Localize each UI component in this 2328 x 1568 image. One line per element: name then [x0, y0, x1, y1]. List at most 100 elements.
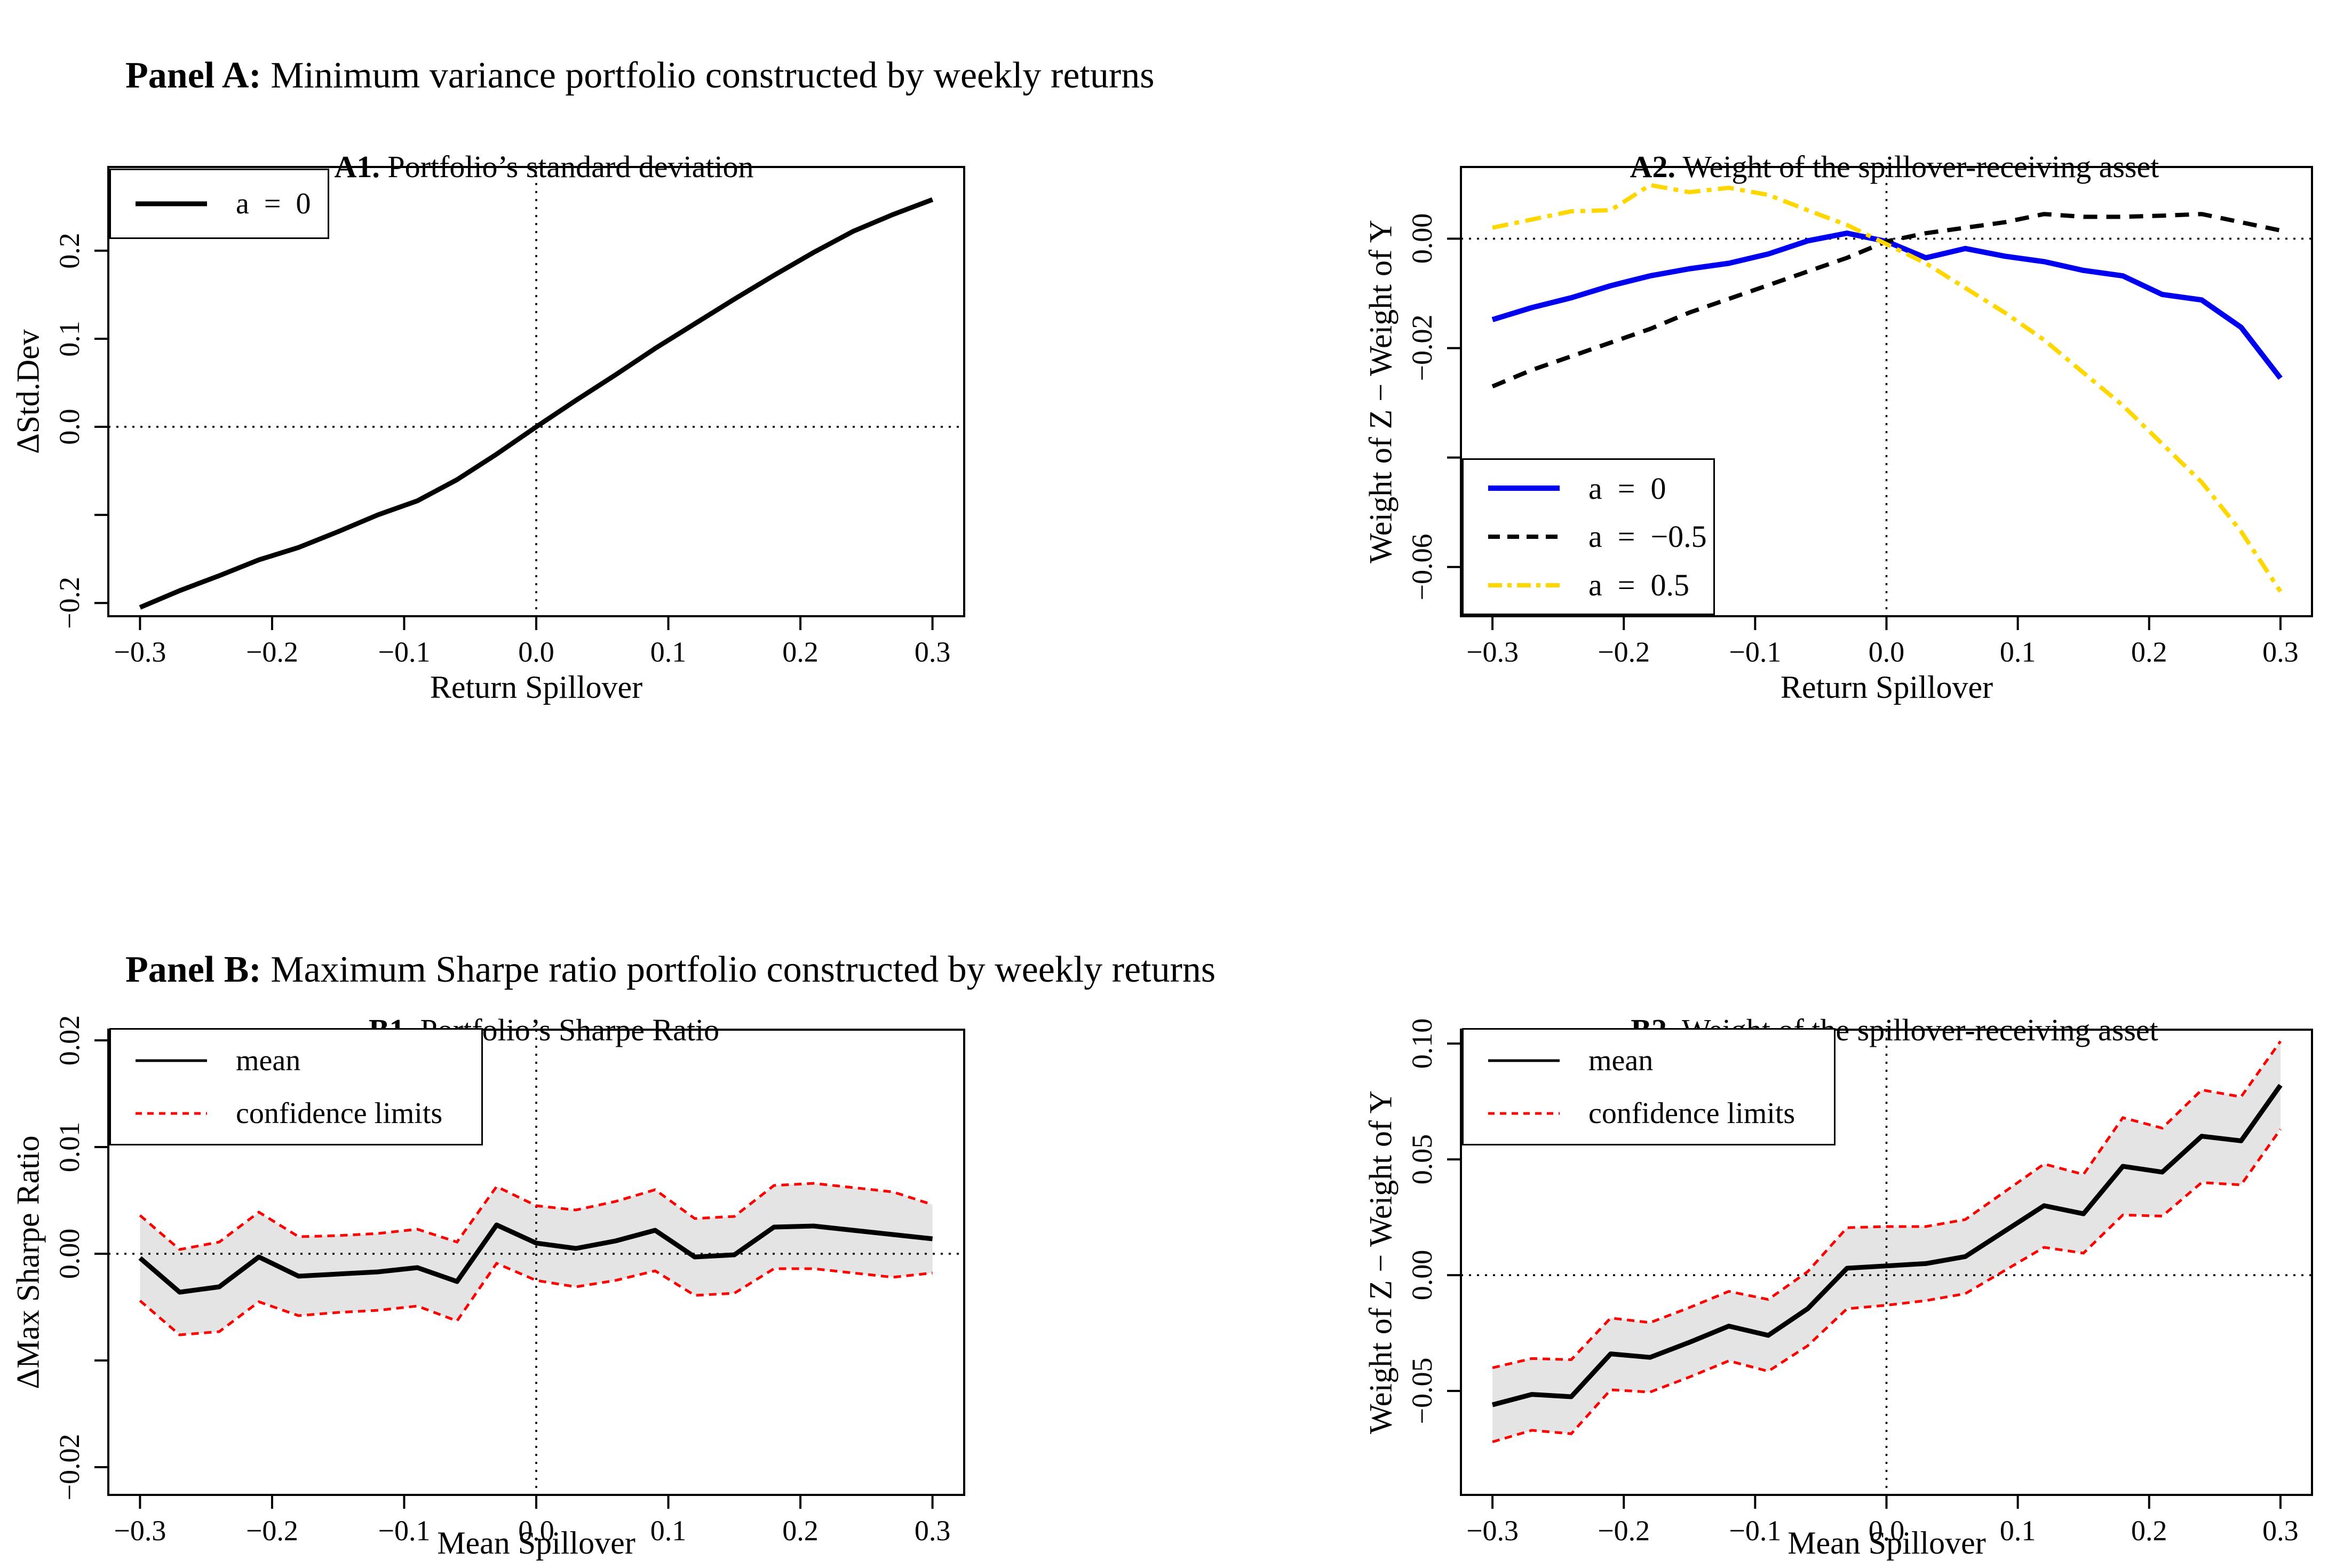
b1-y-tick-label: 0.01 [53, 1121, 85, 1173]
b1-x-tick-label: −0.1 [378, 1515, 431, 1547]
legend-a2-label: a = 0 [1588, 471, 1666, 506]
a2-y-tick-label: 0.00 [1406, 213, 1438, 264]
legend-b2-line-sample-icon [1488, 1059, 1560, 1062]
b1-y-tick-label: 0.02 [53, 1015, 85, 1066]
b1-x-tick-label: 0.2 [782, 1515, 819, 1547]
a1-x-tick-label: −0.2 [245, 636, 298, 668]
b1-x-tick-label: 0.3 [914, 1515, 951, 1547]
b2-confidence-lower-line [1492, 1128, 2282, 1444]
a1-y-tick-label: 0.1 [53, 321, 85, 357]
legend-a2-line-sample-icon [1488, 534, 1560, 539]
b2-x-tick-label: 0.0 [1868, 1515, 1905, 1547]
b2-x-tick-label: −0.3 [1466, 1515, 1519, 1547]
panel-a-header: Panel A: Minimum variance portfolio cons… [107, 12, 1154, 97]
legend-b1-label: mean [236, 1044, 301, 1077]
a2-series-0-line [1491, 230, 2283, 380]
chart-b1-x-axis-label: Mean Spillover [437, 1525, 635, 1561]
legend-a2-line-sample-icon [1488, 485, 1560, 491]
a2-series-1-line [1491, 212, 2281, 388]
legend-b1-item-1: confidence limits [131, 1096, 476, 1131]
panel-a-title: Minimum variance portfolio constructed b… [261, 55, 1155, 96]
legend-a1-label: a = 0 [236, 187, 311, 220]
legend-a2-line-sample-icon [1488, 583, 1560, 587]
legend-b1-item-0: mean [131, 1044, 476, 1078]
panel-b-label: Panel B: [125, 949, 261, 990]
a1-x-tick-label: 0.0 [518, 636, 554, 668]
chart-a1-title-text: Portfolio’s standard deviation [379, 149, 754, 184]
chart-a1-y-axis-label: ΔStd.Dev [10, 329, 46, 454]
panel-b-title: Maximum Sharpe ratio portfolio construct… [261, 949, 1216, 990]
chart-a2-y-axis-label: Weight of Z − Weight of Y [1363, 219, 1399, 564]
chart-b2-x-axis-label: Mean Spillover [1787, 1525, 1986, 1561]
legend-a2-label: a = −0.5 [1588, 519, 1707, 554]
b2-x-tick-label: −0.1 [1729, 1515, 1782, 1547]
chart-a2-title: A2. Weight of the spillover-receiving as… [1615, 113, 2159, 185]
a1-x-tick-label: 0.2 [782, 636, 819, 668]
legend-a2-label: a = 0.5 [1588, 568, 1689, 603]
b2-x-tick-label: 0.1 [1999, 1515, 2036, 1547]
legend-b2-label: mean [1588, 1044, 1654, 1077]
legend-b2-label: confidence limits [1588, 1096, 1795, 1130]
a2-x-tick-label: 0.1 [1999, 636, 2036, 668]
legend-b2-line-sample-icon [1488, 1112, 1560, 1115]
chart-b2-y-axis-label: Weight of Z − Weight of Y [1363, 1090, 1399, 1435]
chart-a1-title: A1. Portfolio’s standard deviation [319, 113, 753, 185]
a1-x-tick-label: 0.1 [650, 636, 687, 668]
b2-x-tick-label: −0.2 [1598, 1515, 1650, 1547]
legend-b1-label: confidence limits [236, 1096, 443, 1130]
chart-b1-y-axis-label: ΔMax Sharpe Ratio [10, 1135, 46, 1389]
legend-a2-item-2: a = 0.5 [1484, 567, 1708, 603]
b2-y-tick-label: −0.05 [1406, 1357, 1438, 1424]
legend-b2: mean confidence limits [1462, 1028, 1836, 1145]
a2-series-2-line [1492, 182, 2283, 593]
b1-confidence-upper-line [139, 1182, 933, 1251]
legend-a2-item-1: a = −0.5 [1484, 519, 1708, 554]
a1-x-tick-label: −0.3 [114, 636, 166, 668]
legend-b1-line-sample-icon [136, 1059, 207, 1062]
legend-a2-item-0: a = 0 [1484, 471, 1708, 506]
b2-x-tick-label: 0.3 [2262, 1515, 2299, 1547]
chart-a2-title-text: Weight of the spillover-receiving asset [1675, 149, 2159, 184]
b1-y-tick-label: −0.02 [53, 1434, 85, 1501]
chart-a2-x-axis-label: Return Spillover [1780, 670, 1993, 705]
b1-confidence-band [140, 1183, 933, 1335]
b1-y-tick-label: 0.00 [53, 1228, 85, 1279]
legend-b2-item-0: mean [1484, 1044, 1829, 1078]
panel-a-label: Panel A: [125, 55, 261, 96]
a1-x-tick-label: 0.3 [914, 636, 951, 668]
a2-x-tick-label: −0.2 [1598, 636, 1650, 668]
b2-confidence-upper-line [1492, 1040, 2282, 1370]
legend-a1-line-sample-icon [136, 201, 207, 206]
chart-a2-title-number: A2. [1630, 149, 1676, 184]
legend-a1-item-0: a = 0 [131, 187, 322, 221]
a2-x-tick-label: −0.3 [1466, 636, 1519, 668]
chart-a1-title-number: A1. [334, 149, 380, 184]
b1-x-tick-label: −0.3 [114, 1515, 166, 1547]
chart-a1-x-axis-label: Return Spillover [430, 670, 643, 705]
legend-b1-line-sample-icon [136, 1112, 207, 1115]
legend-a1: a = 0 [109, 169, 329, 239]
legend-b1: mean confidence limits [109, 1028, 483, 1145]
a2-y-tick-label: −0.06 [1406, 534, 1438, 601]
b2-x-tick-label: 0.2 [2131, 1515, 2167, 1547]
a1-y-tick-label: 0.2 [53, 233, 85, 269]
b1-confidence-lower-line [139, 1261, 933, 1336]
legend-b2-item-1: confidence limits [1484, 1096, 1829, 1131]
a2-x-tick-label: 0.3 [2262, 636, 2299, 668]
a1-x-tick-label: −0.1 [378, 636, 431, 668]
a1-y-tick-label: −0.2 [53, 577, 85, 630]
b2-y-tick-label: 0.00 [1406, 1249, 1438, 1301]
a2-y-tick-label: −0.02 [1406, 314, 1438, 381]
a1-series-0-line [139, 197, 934, 610]
b1-x-tick-label: 0.0 [518, 1515, 554, 1547]
a1-y-tick-label: 0.0 [53, 409, 85, 445]
b2-y-tick-label: 0.10 [1406, 1018, 1438, 1069]
legend-a2: a = 0 a = −0.5 a = 0.5 [1462, 458, 1715, 615]
b1-x-tick-label: −0.2 [245, 1515, 298, 1547]
b1-series-0-line [138, 1222, 933, 1295]
panel-b-header: Panel B: Maximum Sharpe ratio portfolio … [107, 906, 1215, 991]
a2-x-tick-label: 0.2 [2131, 636, 2167, 668]
b2-y-tick-label: 0.05 [1406, 1134, 1438, 1185]
b2-series-0-line [1491, 1084, 2283, 1407]
